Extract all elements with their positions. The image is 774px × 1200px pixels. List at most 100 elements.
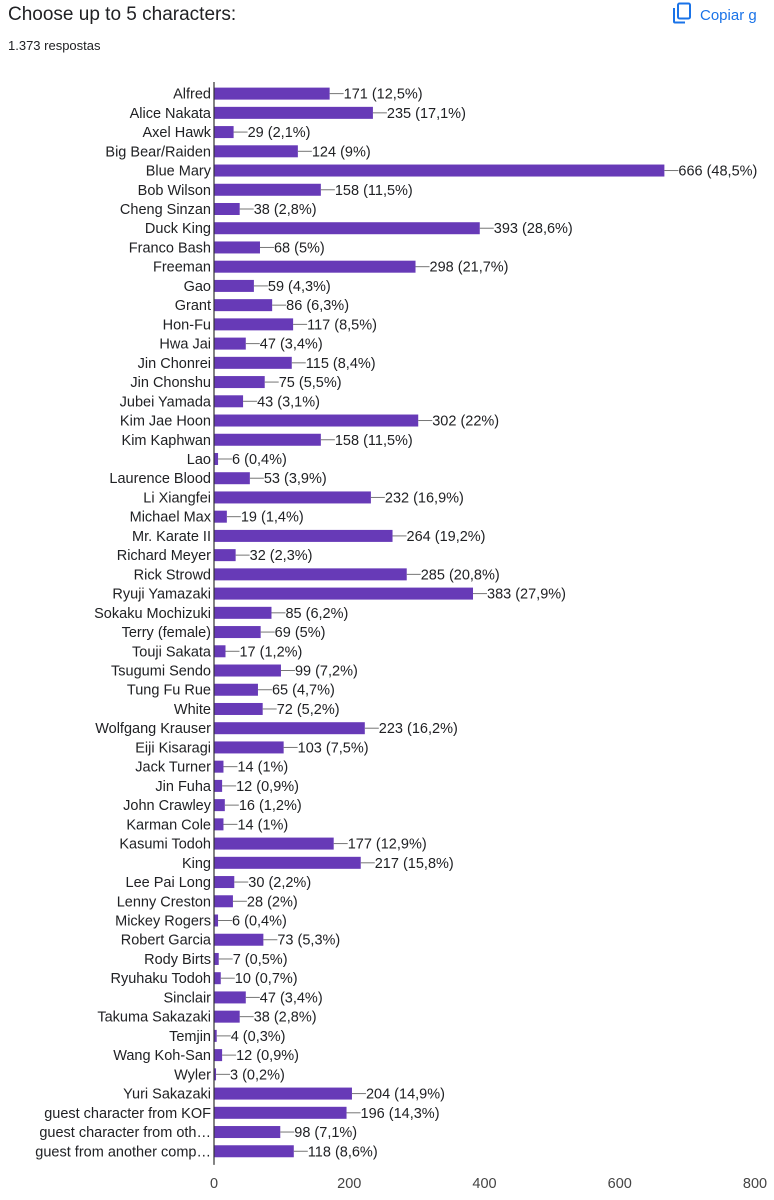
bar: [214, 318, 294, 331]
data-label: 177 (12,9%): [348, 837, 427, 853]
bar: [214, 702, 263, 715]
bar: [214, 452, 219, 465]
category-label: Tung Fu Rue: [127, 683, 211, 699]
category-label: Alice Nakata: [130, 106, 212, 122]
category-label: Robert Garcia: [121, 933, 212, 949]
category-label: Temjin: [169, 1029, 211, 1045]
category-label: Touji Sakata: [132, 644, 212, 660]
category-label: Blue Mary: [146, 164, 212, 180]
category-label: Wyler: [174, 1067, 211, 1083]
category-label: Gao: [184, 279, 211, 295]
bar: [214, 933, 264, 946]
bar: [214, 376, 265, 389]
data-label: 12 (0,9%): [236, 1048, 299, 1064]
data-label: 204 (14,9%): [366, 1087, 445, 1103]
bar: [214, 356, 292, 369]
data-label: 3 (0,2%): [230, 1067, 285, 1083]
bar: [214, 952, 219, 965]
data-label: 68 (5%): [274, 240, 325, 256]
data-label: 117 (8,5%): [307, 317, 377, 333]
bar: [214, 664, 281, 677]
bar: [214, 337, 246, 350]
data-label: 85 (6,2%): [285, 606, 348, 622]
data-label: 115 (8,4%): [306, 356, 376, 372]
bar: [214, 529, 393, 542]
data-label: 171 (12,5%): [344, 87, 423, 103]
category-label: Alfred: [173, 87, 211, 103]
bar: [214, 818, 224, 831]
data-label: 302 (22%): [432, 414, 499, 430]
category-label: Kasumi Todoh: [119, 837, 211, 853]
data-label: 666 (48,5%): [678, 164, 757, 180]
category-label: Sokaku Mochizuki: [94, 606, 211, 622]
category-label: Grant: [175, 298, 211, 314]
data-label: 16 (1,2%): [239, 798, 302, 814]
category-label: Freeman: [153, 260, 211, 276]
bar: [214, 299, 273, 312]
bar: [214, 395, 244, 408]
bar: [214, 183, 321, 196]
data-label: 47 (3,4%): [260, 337, 323, 353]
x-tick-label: 600: [608, 1176, 632, 1192]
data-label: 118 (8,6%): [308, 1144, 378, 1160]
data-label: 29 (2,1%): [248, 125, 311, 141]
category-label: Ryuji Yamazaki: [112, 587, 211, 603]
category-label: Takuma Sakazaki: [97, 1010, 211, 1026]
bar: [214, 741, 284, 754]
data-label: 38 (2,8%): [254, 1010, 317, 1026]
data-label: 264 (19,2%): [407, 529, 486, 545]
category-label: Franco Bash: [129, 240, 211, 256]
bar: [214, 606, 272, 619]
bar: [214, 1049, 223, 1062]
data-label: 223 (16,2%): [379, 721, 458, 737]
data-label: 12 (0,9%): [236, 779, 299, 795]
bar: [214, 799, 225, 812]
data-label: 217 (15,8%): [375, 856, 454, 872]
data-label: 14 (1%): [237, 817, 288, 833]
category-label: Eiji Kisaragi: [135, 740, 211, 756]
response-count: 1.373 respostas: [8, 38, 101, 53]
copy-chart-button[interactable]: Copiar g: [672, 0, 774, 30]
data-label: 32 (2,3%): [250, 548, 313, 564]
category-label: Lenny Creston: [117, 894, 211, 910]
bar: [214, 1068, 217, 1081]
category-label: Axel Hawk: [143, 125, 212, 141]
bar: [214, 1087, 352, 1100]
category-label: Kim Kaphwan: [122, 433, 211, 449]
data-label: 6 (0,4%): [232, 914, 287, 930]
data-label: 235 (17,1%): [387, 106, 466, 122]
data-label: 158 (11,5%): [335, 433, 413, 449]
bar: [214, 510, 227, 523]
question-title: Choose up to 5 characters:: [8, 4, 237, 25]
data-label: 17 (1,2%): [239, 644, 302, 660]
data-label: 158 (11,5%): [335, 183, 413, 199]
bar: [214, 914, 219, 927]
category-label: Mr. Karate II: [132, 529, 211, 545]
category-label: Jin Chonrei: [138, 356, 211, 372]
bar: [214, 626, 261, 639]
bar: [214, 1126, 281, 1139]
data-label: 38 (2,8%): [254, 202, 317, 218]
data-label: 19 (1,4%): [241, 510, 304, 526]
data-label: 383 (27,9%): [487, 587, 566, 603]
data-label: 298 (21,7%): [430, 260, 509, 276]
category-label: Jack Turner: [135, 760, 211, 776]
data-label: 10 (0,7%): [235, 971, 298, 987]
data-label: 73 (5,3%): [277, 933, 340, 949]
category-label: Ryuhaku Todoh: [110, 971, 211, 987]
bar: [214, 106, 373, 119]
data-label: 43 (3,1%): [257, 394, 320, 410]
category-label: Bob Wilson: [138, 183, 211, 199]
data-label: 7 (0,5%): [233, 952, 288, 968]
bar: [214, 145, 298, 158]
category-label: John Crawley: [123, 798, 212, 814]
category-label: Duck King: [145, 221, 211, 237]
category-label: King: [182, 856, 211, 872]
category-label: Michael Max: [130, 510, 212, 526]
bar: [214, 1145, 294, 1158]
copy-chart-label: Copiar g: [700, 6, 757, 24]
data-label: 196 (14,3%): [361, 1106, 440, 1122]
x-tick-label: 200: [337, 1176, 361, 1192]
category-label: Yuri Sakazaki: [123, 1087, 211, 1103]
data-label: 75 (5,5%): [279, 375, 342, 391]
